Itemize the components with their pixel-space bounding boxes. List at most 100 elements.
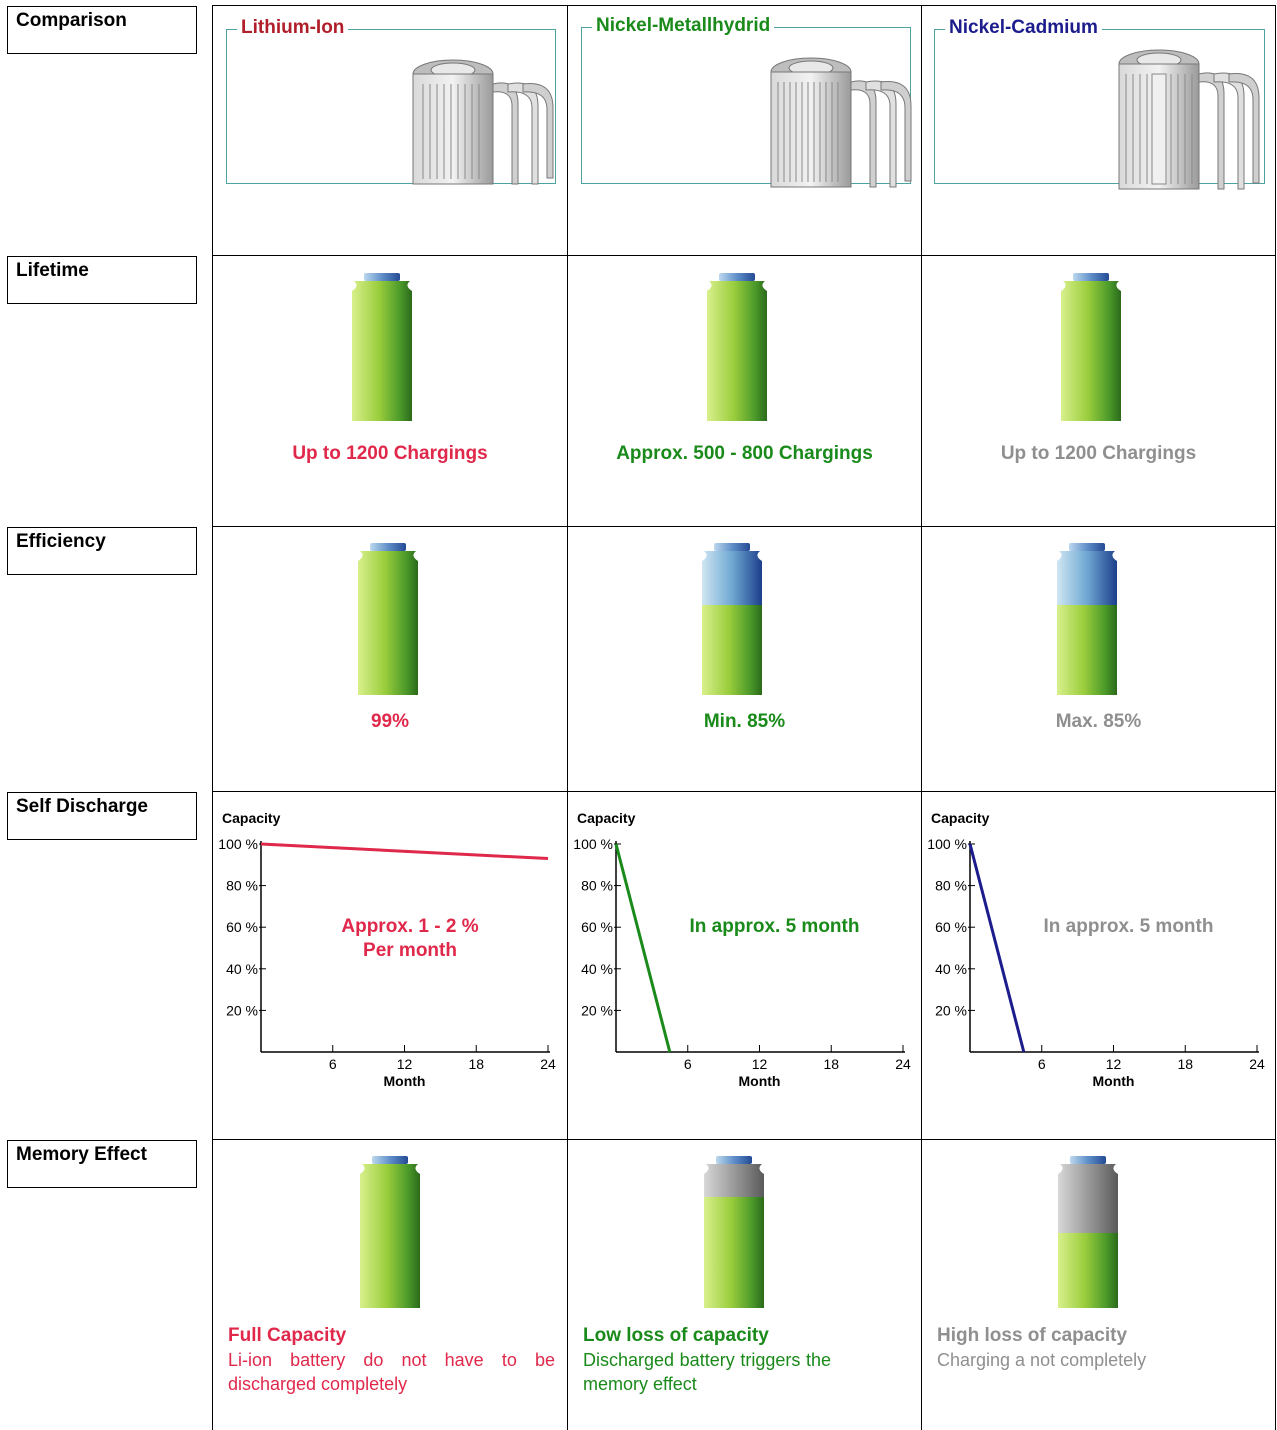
battery-cap [1070, 1156, 1106, 1164]
comparison-cell-lithium: Lithium-Ion [213, 6, 567, 255]
battery-icon [360, 1156, 420, 1308]
grid-divider-2 [921, 5, 922, 1430]
y-tick-label: 100 % [927, 836, 967, 852]
battery-charge-level [1057, 605, 1117, 695]
battery-shoulder [1057, 551, 1117, 561]
grid-row-divider-4 [212, 1139, 1276, 1140]
battery-cap [714, 543, 750, 551]
battery-shoulder [1058, 1164, 1118, 1174]
memory-text: Charging a not completely [937, 1350, 1147, 1370]
discharge-cell-nicd: Capacity 100 % 80 % 60 % 40 % 20 % 6 12 18 24 Mont… [922, 792, 1275, 1139]
comparison-cell-nimh: Nickel-Metallhydrid [568, 6, 921, 255]
lifetime-cell-lithium: Up to 1200 Chargings [213, 256, 567, 526]
memory-heading: High loss of capacity [937, 1325, 1128, 1346]
x-tick-label: 12 [1106, 1056, 1122, 1072]
battery-charge-level [358, 561, 418, 695]
y-axis-label: Capacity [931, 810, 990, 826]
battery-cap [1069, 543, 1105, 551]
y-tick-label: 40 % [226, 961, 258, 977]
efficiency-caption: 99% [370, 711, 410, 732]
lifetime-caption: Up to 1200 Chargings [1000, 443, 1197, 464]
battery-icon [1061, 273, 1121, 421]
lifetime-cell-nicd: Up to 1200 Chargings [922, 256, 1275, 526]
efficiency-cell-nicd: Max. 85% [922, 527, 1275, 791]
x-tick-label: 24 [895, 1056, 911, 1072]
row-label-memory-effect: Memory Effect [7, 1140, 197, 1188]
x-tick-label: 24 [1249, 1056, 1265, 1072]
memory-cell-lithium: Full Capacity Li-ion battery do not have… [213, 1140, 567, 1430]
battery-icon [358, 543, 418, 695]
title-frame: Nickel-Cadmium [934, 17, 1265, 184]
x-tick-label: 18 [1177, 1056, 1193, 1072]
battery-charge-level [352, 291, 412, 421]
efficiency-caption: Max. 85% [1055, 711, 1142, 732]
y-axis-label: Capacity [577, 810, 636, 826]
battery-shoulder [707, 281, 767, 291]
y-tick-label: 80 % [581, 878, 613, 894]
efficiency-cell-nimh: Min. 85% [568, 527, 921, 791]
grid-border-left [212, 5, 213, 1430]
memory-heading: Full Capacity [228, 1325, 347, 1346]
grid-divider-1 [567, 5, 568, 1430]
x-tick-label: 12 [397, 1056, 413, 1072]
title-frame: Lithium-Ion [226, 17, 556, 184]
battery-empty-level [704, 1174, 764, 1197]
battery-title-nimh: Nickel-Metallhydrid [592, 15, 775, 37]
battery-icon [1058, 1156, 1118, 1308]
battery-cap [364, 273, 400, 281]
x-axis-label: Month [1093, 1073, 1135, 1089]
discharge-chart-lithium: Capacity 100 % 80 % 60 % 40 % 20 % 6 12 18 24 Mont… [218, 810, 556, 1089]
y-tick-label: 20 % [581, 1002, 613, 1018]
battery-empty-level [1058, 1174, 1118, 1233]
x-tick-label: 12 [752, 1056, 768, 1072]
battery-icon [704, 1156, 764, 1308]
battery-cutaway-icon [770, 57, 912, 188]
x-tick-label: 6 [1038, 1056, 1046, 1072]
series-line [614, 843, 672, 1053]
y-tick-label: 60 % [226, 919, 258, 935]
battery-shoulder [360, 1164, 420, 1174]
discharge-caption-line2: Per month [363, 940, 457, 961]
discharge-caption-line1: In approx. 5 month [689, 916, 860, 937]
battery-cap [372, 1156, 408, 1164]
comparison-cell-nicd: Nickel-Cadmium [922, 6, 1275, 255]
x-tick-label: 6 [684, 1056, 692, 1072]
efficiency-caption: Min. 85% [703, 711, 786, 732]
battery-charge-level [1061, 291, 1121, 421]
battery-title-nicd: Nickel-Cadmium [945, 17, 1102, 39]
row-label-self-discharge: Self Discharge [7, 792, 197, 840]
memory-text: Discharged battery triggers the memory e… [583, 1350, 831, 1394]
lifetime-caption: Approx. 500 - 800 Chargings [616, 443, 873, 464]
battery-shoulder [702, 551, 762, 561]
y-tick-label: 100 % [218, 836, 258, 852]
battery-cutaway-icon [1118, 49, 1260, 190]
efficiency-cell-lithium: 99% [213, 527, 567, 791]
discharge-cell-nimh: Capacity 100 % 80 % 60 % 40 % 20 % 6 12 18 24 Mont… [568, 792, 921, 1139]
x-tick-label: 6 [329, 1056, 337, 1072]
battery-shoulder [352, 281, 412, 291]
x-axis-label: Month [739, 1073, 781, 1089]
battery-shoulder [358, 551, 418, 561]
battery-charge-level [707, 291, 767, 421]
battery-cap [1073, 273, 1109, 281]
lifetime-caption: Up to 1200 Chargings [292, 443, 488, 464]
battery-icon [702, 543, 762, 695]
x-tick-label: 18 [468, 1056, 484, 1072]
battery-empty-level [1057, 561, 1117, 605]
discharge-caption-line1: In approx. 5 month [1043, 916, 1214, 937]
battery-shoulder [704, 1164, 764, 1174]
battery-icon [707, 273, 767, 421]
discharge-chart-nicd: Capacity 100 % 80 % 60 % 40 % 20 % 6 12 18 24 Mont… [927, 810, 1265, 1089]
memory-heading: Low loss of capacity [583, 1325, 769, 1346]
grid-row-divider-2 [212, 526, 1276, 527]
series-line [260, 842, 549, 861]
x-tick-label: 18 [823, 1056, 839, 1072]
grid-row-divider-1 [212, 255, 1276, 256]
y-tick-label: 20 % [935, 1002, 967, 1018]
battery-empty-level [702, 561, 762, 605]
series-line [968, 843, 1026, 1053]
y-tick-label: 20 % [226, 1002, 258, 1018]
battery-icon [352, 273, 412, 421]
memory-text: Li-ion battery do not have to be dischar… [228, 1350, 555, 1394]
battery-charge-level [1058, 1233, 1118, 1308]
